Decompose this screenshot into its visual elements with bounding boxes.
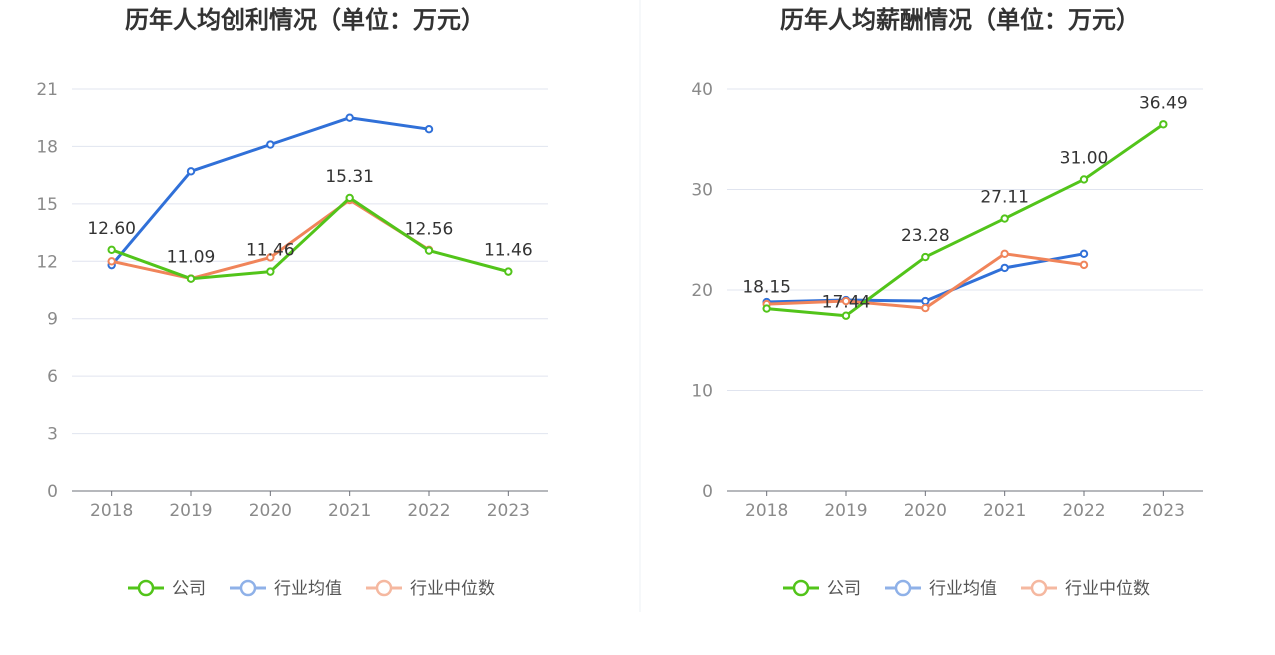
series-lines (762, 120, 1168, 320)
legend-circle-icon (239, 579, 257, 597)
data-point-company[interactable] (1159, 120, 1168, 129)
data-point-industry-avg[interactable] (345, 113, 354, 122)
x-tick-label: 2023 (487, 501, 530, 521)
legend-item-industry-median[interactable]: 行业中位数 (366, 579, 495, 599)
series-lines (107, 113, 513, 283)
x-tick-label: 2020 (249, 501, 292, 521)
data-point-company[interactable] (266, 267, 275, 276)
data-point-industry-median[interactable] (921, 303, 930, 313)
data-labels: 18.15 17.44 23.28 27.11 31.00 36.49 (742, 93, 1187, 312)
data-point-industry-median[interactable] (266, 253, 275, 262)
legend-circle-icon (137, 579, 155, 597)
data-label: 15.31 (325, 167, 374, 187)
data-point-industry-avg[interactable] (921, 296, 930, 306)
data-point-industry-avg[interactable] (424, 125, 434, 134)
data-point-company[interactable] (762, 304, 771, 313)
data-point-company[interactable] (921, 252, 930, 262)
legend-item-industry-median[interactable]: 行业中位数 (1021, 579, 1150, 599)
y-tick-label: 0 (47, 482, 58, 502)
y-tick-label: 12 (36, 252, 58, 272)
y-tick-label: 0 (702, 482, 713, 502)
chart-title: 历年人均创利情况（单位：万元） (125, 6, 485, 34)
legend: 公司 行业均值 行业中位数 (783, 579, 1150, 599)
y-tick-label: 30 (691, 181, 713, 201)
legend-label: 行业中位数 (1065, 579, 1150, 599)
y-tick-label: 3 (47, 425, 58, 445)
data-label: 11.46 (246, 241, 295, 261)
data-label: 11.46 (484, 241, 533, 261)
legend-label: 公司 (827, 579, 861, 599)
legend-label: 行业均值 (929, 579, 997, 599)
data-point-industry-median[interactable] (841, 296, 851, 306)
grid-lines (727, 88, 1203, 391)
x-tick-label: 2021 (328, 501, 371, 521)
legend-circle-icon (375, 579, 393, 597)
legend-label: 行业均值 (274, 579, 342, 599)
legend: 公司 行业均值 行业中位数 (128, 579, 495, 599)
data-label: 23.28 (901, 226, 950, 246)
data-label: 36.49 (1139, 93, 1188, 113)
x-tick-label: 2021 (983, 501, 1026, 521)
data-point-company[interactable] (841, 311, 851, 320)
data-label: 27.11 (980, 188, 1029, 208)
data-label: 12.60 (87, 219, 136, 239)
data-point-industry-avg[interactable] (1000, 263, 1009, 273)
y-tick-label: 9 (47, 310, 58, 330)
grid-lines (72, 88, 548, 435)
y-tick-label: 20 (691, 281, 713, 301)
data-label: 18.15 (742, 278, 791, 298)
x-tick-label: 2020 (904, 501, 947, 521)
y-tick-label: 10 (691, 382, 713, 402)
data-point-company[interactable] (504, 267, 513, 276)
data-label: 12.56 (405, 220, 454, 240)
data-label: 31.00 (1060, 148, 1109, 168)
legend-item-industry-avg[interactable]: 行业均值 (230, 579, 342, 599)
x-tick-label: 2022 (1062, 501, 1105, 521)
x-axis-ticks: 2018 2019 2020 2021 2022 2023 (745, 491, 1185, 521)
data-label: 11.09 (167, 248, 216, 268)
chart-panel-profit-per-capita: 历年人均创利情况（单位：万元） 0 3 6 9 12 15 18 21 2018 2019 202… (36, 6, 548, 599)
x-tick-label: 2023 (1142, 501, 1185, 521)
legend-label: 公司 (172, 579, 206, 599)
legend-circle-icon (1030, 579, 1048, 597)
data-point-industry-median[interactable] (1079, 260, 1089, 270)
x-axis-ticks: 2018 2019 2020 2021 2022 2023 (90, 491, 530, 521)
data-point-company[interactable] (345, 193, 354, 203)
data-label: 17.44 (822, 293, 871, 313)
y-tick-label: 18 (36, 137, 58, 157)
y-axis-ticks: 0 3 6 9 12 15 18 21 (36, 80, 58, 502)
data-point-industry-avg[interactable] (186, 167, 196, 176)
chart-title: 历年人均薪酬情况（单位：万元） (780, 6, 1140, 34)
data-point-company[interactable] (186, 274, 196, 283)
x-tick-label: 2019 (824, 501, 867, 521)
data-labels: 12.60 11.09 11.46 15.31 12.56 11.46 (87, 167, 532, 268)
legend-label: 行业中位数 (410, 579, 495, 599)
y-tick-label: 21 (36, 80, 58, 100)
data-point-industry-median[interactable] (107, 257, 116, 266)
legend-item-industry-avg[interactable]: 行业均值 (885, 579, 997, 599)
series-line-company (111, 196, 509, 281)
data-point-industry-avg[interactable] (1079, 249, 1089, 259)
legend-circle-icon (894, 579, 912, 597)
data-point-industry-avg[interactable] (266, 140, 275, 149)
x-tick-label: 2018 (745, 501, 788, 521)
x-tick-label: 2018 (90, 501, 133, 521)
data-point-company[interactable] (424, 246, 434, 255)
data-point-industry-median[interactable] (1000, 249, 1009, 259)
y-tick-label: 15 (36, 195, 58, 215)
data-point-company[interactable] (107, 245, 116, 255)
legend-item-company[interactable]: 公司 (128, 579, 206, 599)
y-axis-ticks: 0 10 20 30 40 (691, 80, 713, 502)
y-tick-label: 40 (691, 80, 713, 100)
series-line-company (766, 123, 1165, 318)
legend-item-company[interactable]: 公司 (783, 579, 861, 599)
data-point-company[interactable] (1000, 214, 1009, 223)
legend-circle-icon (792, 579, 810, 597)
y-tick-label: 6 (47, 367, 58, 387)
x-tick-label: 2019 (169, 501, 212, 521)
data-point-company[interactable] (1079, 175, 1089, 184)
x-tick-label: 2022 (407, 501, 450, 521)
